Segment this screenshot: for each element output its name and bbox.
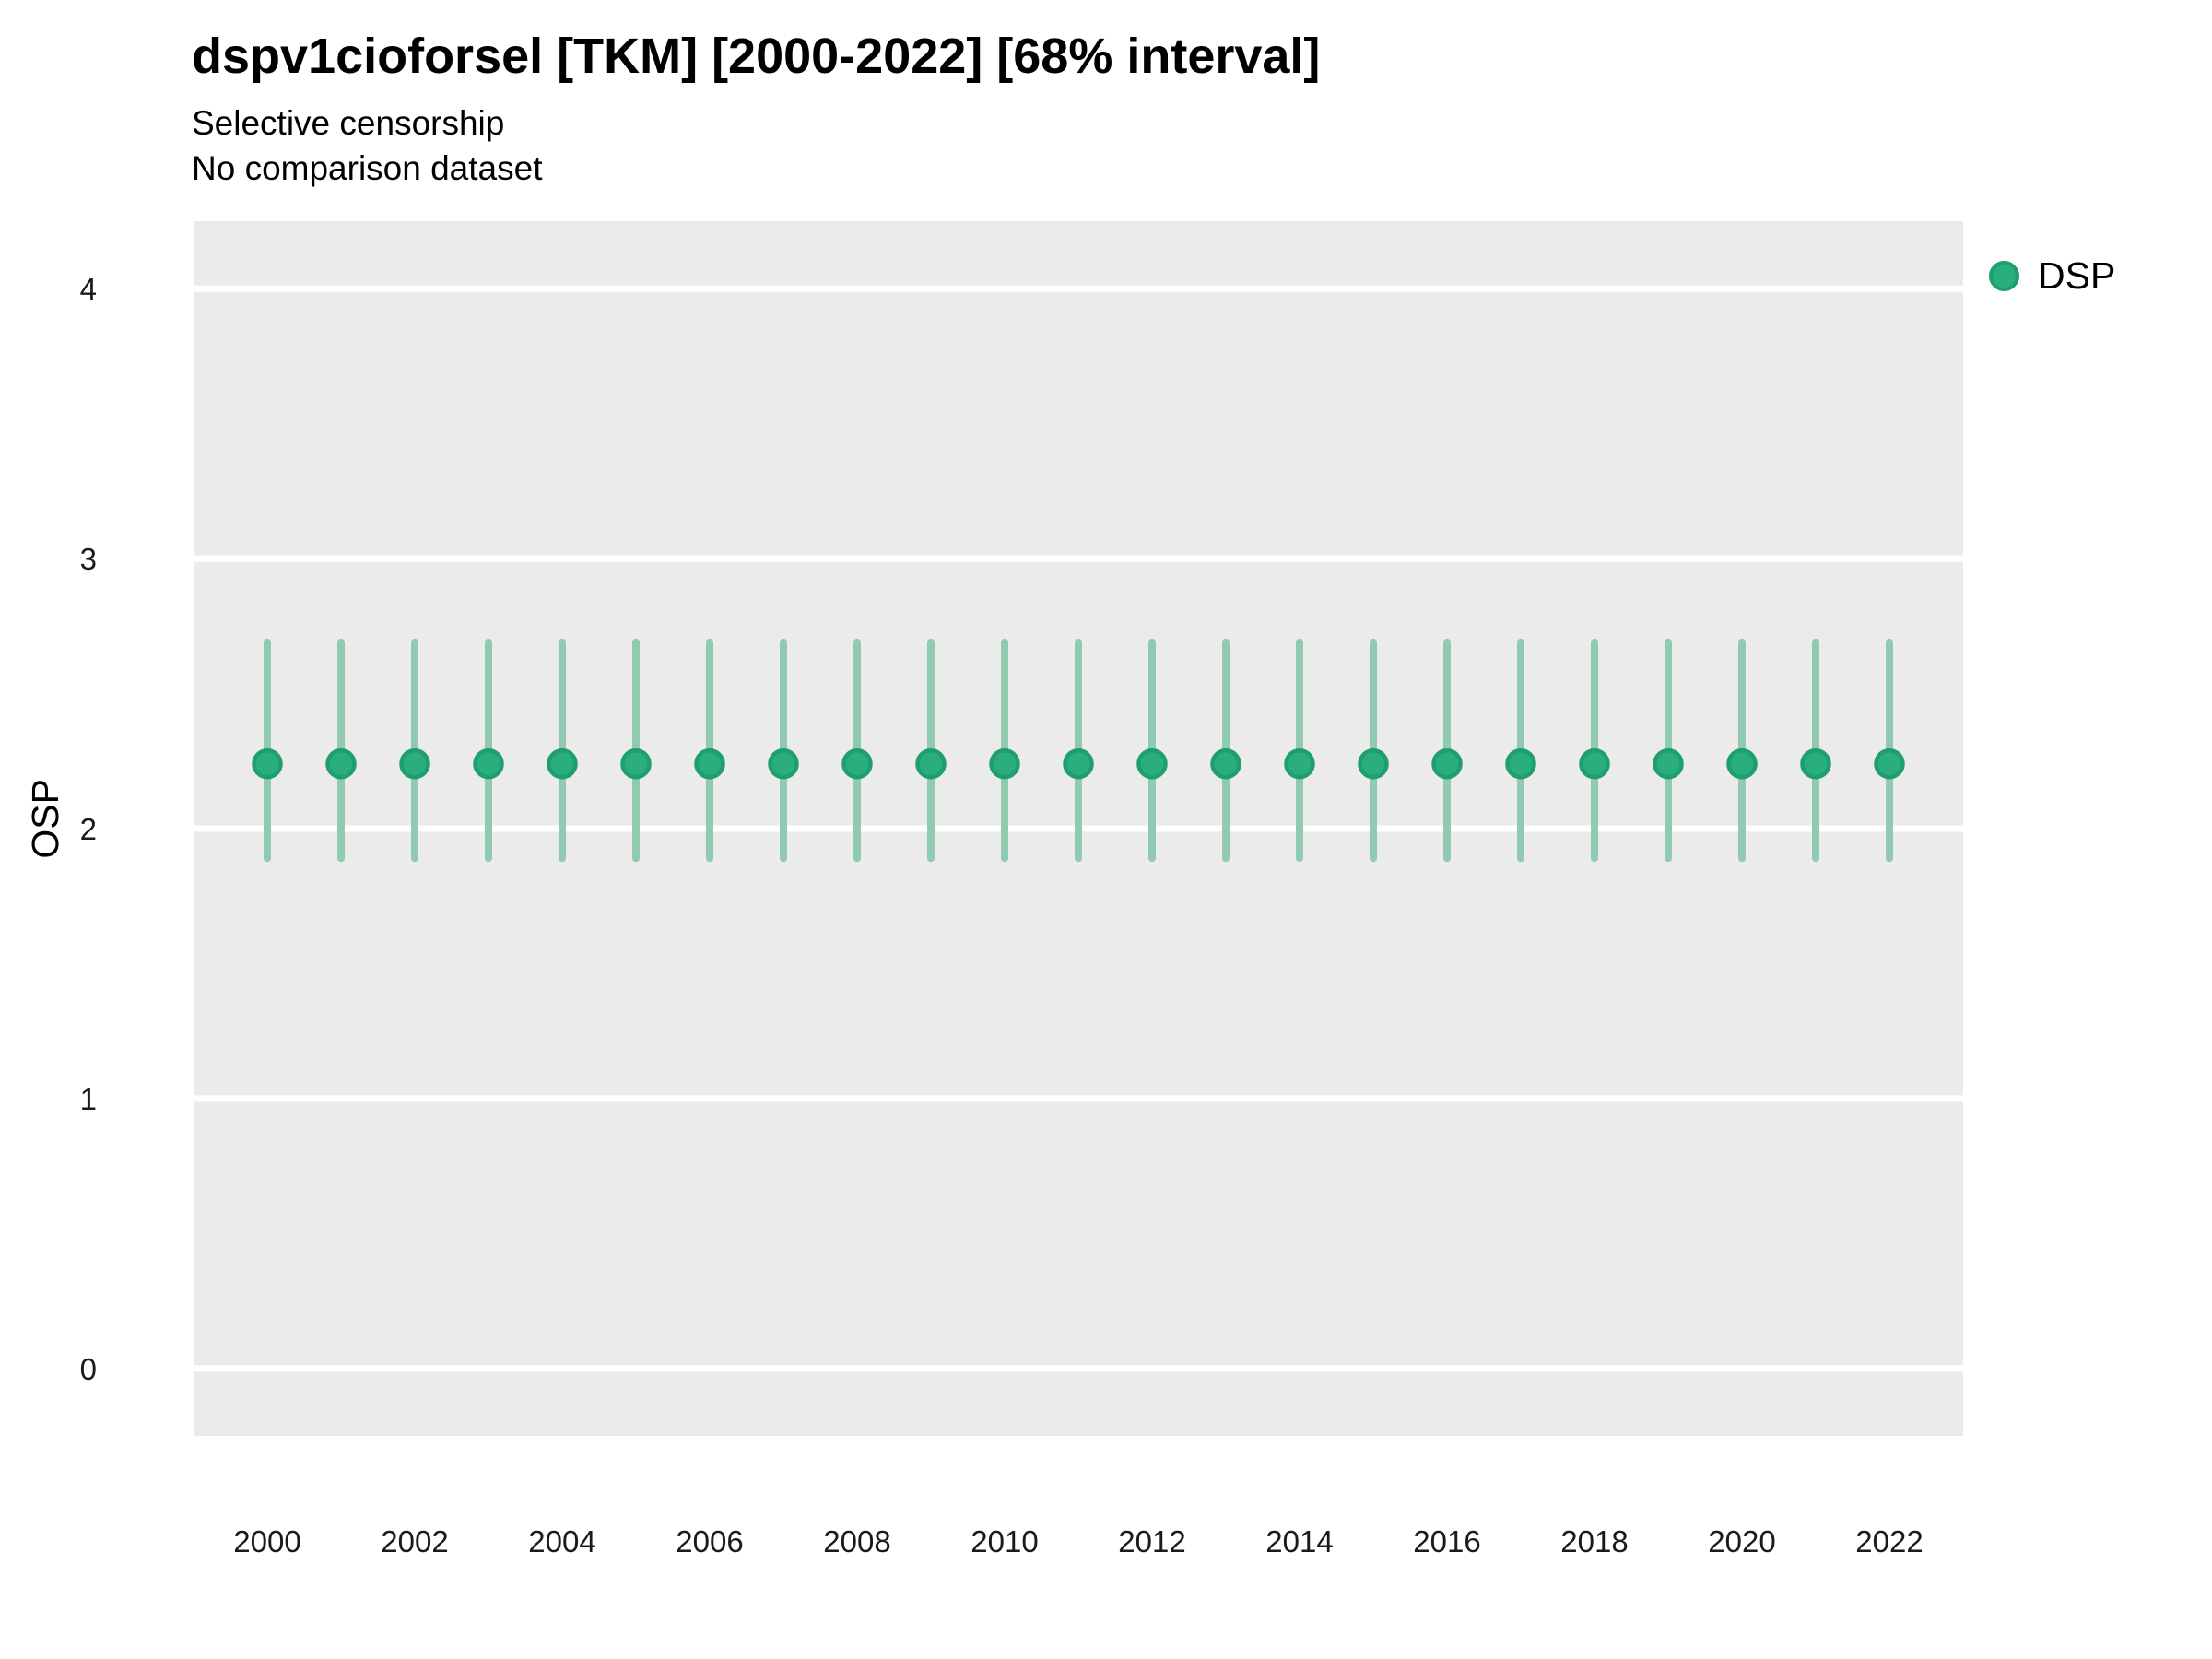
data-point-2003 [473, 747, 504, 780]
x-tick-label: 2000 [233, 1524, 300, 1559]
data-point-2000 [252, 747, 283, 780]
data-point-2017 [1505, 747, 1536, 780]
y-tick-label: 1 [80, 1082, 97, 1116]
x-tick-label: 2016 [1413, 1524, 1480, 1559]
chart-title: dspv1cioforsel [TKM] [2000-2022] [68% in… [192, 29, 1321, 84]
data-point-2010 [989, 747, 1020, 780]
data-point-2008 [841, 747, 873, 780]
data-point-2013 [1210, 747, 1241, 780]
data-point-2022 [1874, 747, 1905, 780]
data-point-2012 [1136, 747, 1168, 780]
data-point-2002 [399, 747, 430, 780]
x-tick-label: 2008 [823, 1524, 890, 1559]
data-point-2009 [915, 747, 947, 780]
x-tick-label: 2020 [1708, 1524, 1775, 1559]
y-tick-label: 4 [80, 272, 97, 306]
x-tick-label: 2012 [1118, 1524, 1185, 1559]
x-tick-label: 2004 [528, 1524, 595, 1559]
x-tick-label: 2002 [381, 1524, 448, 1559]
x-tick-label: 2010 [971, 1524, 1038, 1559]
data-point-2020 [1726, 747, 1758, 780]
data-point-2007 [768, 747, 799, 780]
data-point-2004 [547, 747, 578, 780]
data-point-2001 [325, 747, 357, 780]
data-point-2018 [1579, 747, 1610, 780]
y-tick-label: 2 [80, 812, 97, 846]
data-point-2006 [694, 747, 725, 780]
data-point-2005 [620, 747, 652, 780]
y-tick-label: 3 [80, 542, 97, 576]
legend-label: DSP [2038, 254, 2116, 297]
legend: DSP [1989, 254, 2115, 298]
legend-point-icon [1989, 261, 2019, 291]
data-point-2015 [1358, 747, 1389, 780]
x-tick-label: 2006 [676, 1524, 743, 1559]
chart-subtitle-line1: Selective censorship [192, 104, 505, 142]
x-tick-label: 2014 [1265, 1524, 1333, 1559]
data-point-2014 [1284, 747, 1315, 780]
x-tick-label: 2018 [1560, 1524, 1628, 1559]
data-point-2016 [1431, 747, 1463, 780]
data-point-2011 [1063, 747, 1094, 780]
data-point-2019 [1653, 747, 1684, 780]
data-point-2021 [1800, 747, 1831, 780]
x-tick-label: 2022 [1855, 1524, 1923, 1559]
y-tick-label: 0 [80, 1352, 97, 1386]
chart-subtitle-line2: No comparison dataset [192, 149, 543, 187]
y-axis-title: OSP [24, 779, 66, 859]
